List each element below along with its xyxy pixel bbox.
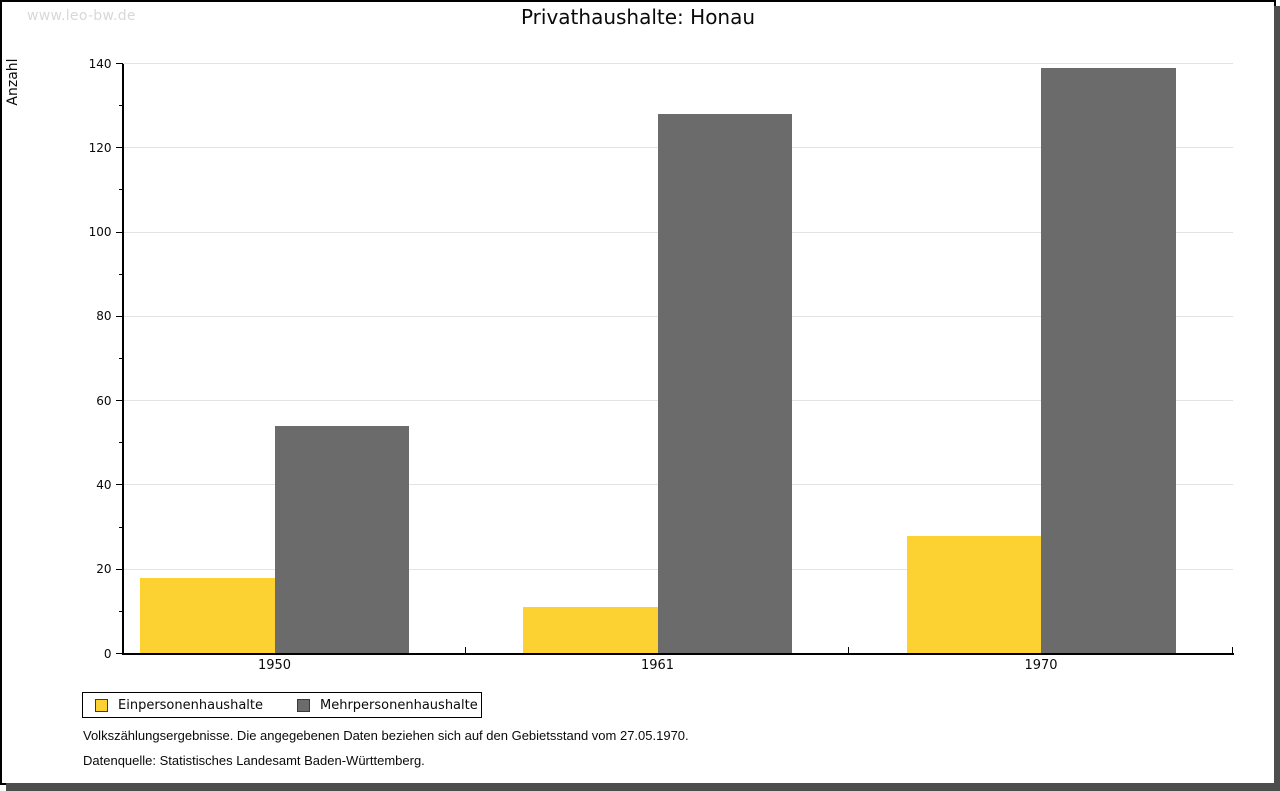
- y-axis-major-tick: [115, 147, 123, 149]
- y-axis-major-tick: [115, 400, 123, 402]
- y-axis-major-tick: [115, 568, 123, 570]
- legend-label: Einpersonenhaushalte: [118, 697, 263, 713]
- x-axis-tick: [1232, 646, 1233, 654]
- bar-einpersonenhaushalte-1961: [523, 607, 658, 654]
- y-axis-major-tick: [115, 653, 123, 654]
- y-axis-minor-tick: [118, 526, 123, 528]
- y-axis-tick-label: 80: [96, 309, 112, 324]
- y-axis-tick-label: 40: [96, 477, 112, 492]
- legend-swatch-icon: [95, 698, 108, 712]
- y-gridline: [122, 63, 1233, 64]
- legend-swatch-icon: [297, 698, 310, 712]
- y-axis-minor-tick: [118, 442, 123, 444]
- y-axis-tick-label: 0: [103, 646, 112, 661]
- y-axis-minor-tick: [118, 358, 123, 359]
- y-axis-title: Anzahl: [5, 58, 21, 106]
- legend-item-einpersonenhaushalte: Einpersonenhaushalte: [95, 698, 263, 713]
- y-axis-major-tick: [115, 63, 123, 64]
- y-axis-major-tick: [115, 231, 123, 233]
- bar-einpersonenhaushalte-1950: [140, 577, 275, 654]
- y-axis-tick-label: 120: [88, 140, 112, 155]
- bar-einpersonenhaushalte-1970: [906, 535, 1041, 654]
- x-axis-tick: [848, 646, 849, 654]
- bar-mehrpersonenhaushalte-1950: [274, 425, 409, 654]
- y-axis-major-tick: [115, 484, 123, 486]
- y-axis-minor-tick: [118, 105, 123, 107]
- footnote-data-source: Datenquelle: Statistisches Landesamt Bad…: [83, 753, 425, 768]
- y-axis-minor-tick: [118, 189, 123, 191]
- legend-label: Mehrpersonenhaushalte: [320, 697, 478, 713]
- bar-mehrpersonenhaushalte-1961: [657, 114, 792, 654]
- x-axis-line: [122, 653, 1234, 655]
- y-axis-major-tick: [115, 315, 123, 317]
- x-axis-category-label: 1961: [640, 657, 675, 673]
- frame-shadow-right: [1274, 6, 1280, 791]
- y-axis-minor-tick: [118, 273, 123, 275]
- x-axis-category-label: 1970: [1024, 657, 1058, 673]
- watermark-text: www.leo-bw.de: [27, 8, 136, 24]
- x-axis-category-label: 1950: [257, 657, 292, 673]
- footnote-source-note: Volkszählungsergebnisse. Die angegebenen…: [83, 728, 689, 743]
- y-axis-tick-label: 60: [96, 393, 112, 408]
- frame-shadow-bottom: [6, 783, 1280, 791]
- x-axis-tick: [464, 646, 466, 654]
- legend: Einpersonenhaushalte Mehrpersonenhaushalt…: [82, 692, 482, 718]
- y-axis-tick-label: 100: [88, 225, 112, 240]
- bar-mehrpersonenhaushalte-1970: [1041, 67, 1176, 654]
- y-axis-line: [122, 63, 124, 655]
- y-axis-minor-tick: [118, 610, 123, 612]
- y-axis-tick-label: 140: [88, 56, 112, 71]
- y-axis-tick-label: 20: [96, 562, 112, 577]
- chart-title: Privathaushalte: Honau: [520, 5, 756, 29]
- legend-item-mehrpersonenhaushalte: Mehrpersonenhaushalte: [297, 698, 478, 713]
